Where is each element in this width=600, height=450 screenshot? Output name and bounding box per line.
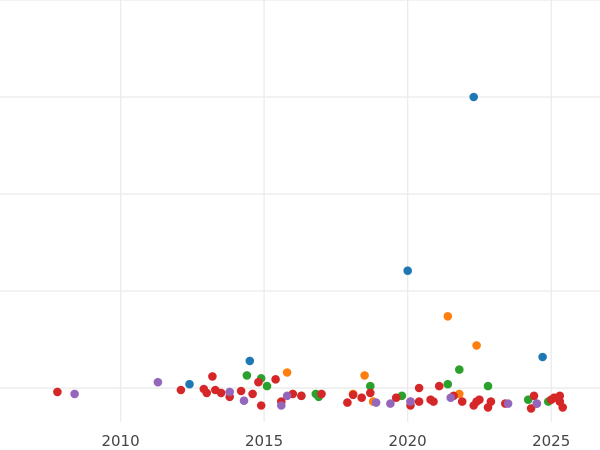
data-point-purple	[446, 393, 456, 403]
data-point-red	[236, 386, 246, 396]
data-point-red	[348, 390, 358, 400]
data-point-orange	[282, 368, 292, 377]
data-point-purple	[153, 377, 163, 387]
data-point-red	[486, 397, 496, 406]
data-point-red	[297, 391, 306, 401]
data-point-green	[262, 381, 272, 391]
data-point-green	[443, 379, 453, 389]
data-point-red	[271, 375, 280, 384]
data-point-red	[526, 404, 536, 413]
data-point-red	[357, 393, 367, 403]
data-point-red	[256, 401, 266, 410]
data-point-red	[414, 397, 424, 406]
data-point-purple	[225, 387, 234, 397]
data-point-orange	[472, 341, 481, 350]
data-point-red	[429, 397, 438, 406]
data-point-red	[366, 388, 375, 398]
data-point-red	[202, 388, 211, 398]
data-point-red	[434, 381, 444, 391]
data-point-purple	[277, 401, 286, 410]
data-point-red	[529, 391, 539, 401]
data-point-purple	[406, 397, 415, 406]
data-point-red	[457, 397, 467, 406]
data-point-red	[475, 395, 484, 405]
data-point-blue	[245, 356, 255, 366]
data-point-blue	[469, 92, 479, 102]
data-point-blue	[403, 266, 413, 276]
x-tick-label-2010: 2010	[101, 432, 139, 450]
data-point-purple	[70, 389, 79, 399]
data-point-red	[53, 387, 62, 397]
x-tick-label-2020: 2020	[389, 432, 427, 450]
x-tick-labels: 2010 2015 2020 2025	[101, 432, 570, 450]
grid-lines	[0, 0, 600, 422]
x-tick-label-2025: 2025	[532, 432, 570, 450]
data-point-blue	[538, 352, 547, 362]
data-point-red	[343, 398, 352, 407]
data-point-blue	[185, 379, 194, 389]
data-point-red	[248, 389, 257, 399]
data-point-purple	[532, 399, 542, 408]
data-point-red	[216, 388, 226, 398]
data-point-purple	[282, 391, 292, 401]
data-point-orange	[360, 371, 369, 380]
data-point-red	[391, 393, 401, 403]
data-point-green	[483, 381, 493, 391]
data-point-orange	[443, 312, 453, 321]
data-point-red	[176, 385, 186, 395]
data-point-purple	[386, 399, 395, 408]
data-point-red	[414, 383, 424, 393]
data-point-purple	[503, 399, 513, 408]
data-point-purple	[239, 396, 249, 406]
data-point-red	[254, 377, 263, 387]
data-point-green	[455, 365, 464, 374]
data-point-green	[366, 381, 375, 391]
data-point-purple	[371, 398, 381, 407]
x-tick-label-2015: 2015	[245, 432, 283, 450]
data-point-red	[558, 403, 567, 412]
data-point-red	[317, 389, 326, 399]
data-point-green	[242, 371, 252, 380]
data-points	[53, 92, 567, 413]
data-point-red	[208, 372, 217, 381]
